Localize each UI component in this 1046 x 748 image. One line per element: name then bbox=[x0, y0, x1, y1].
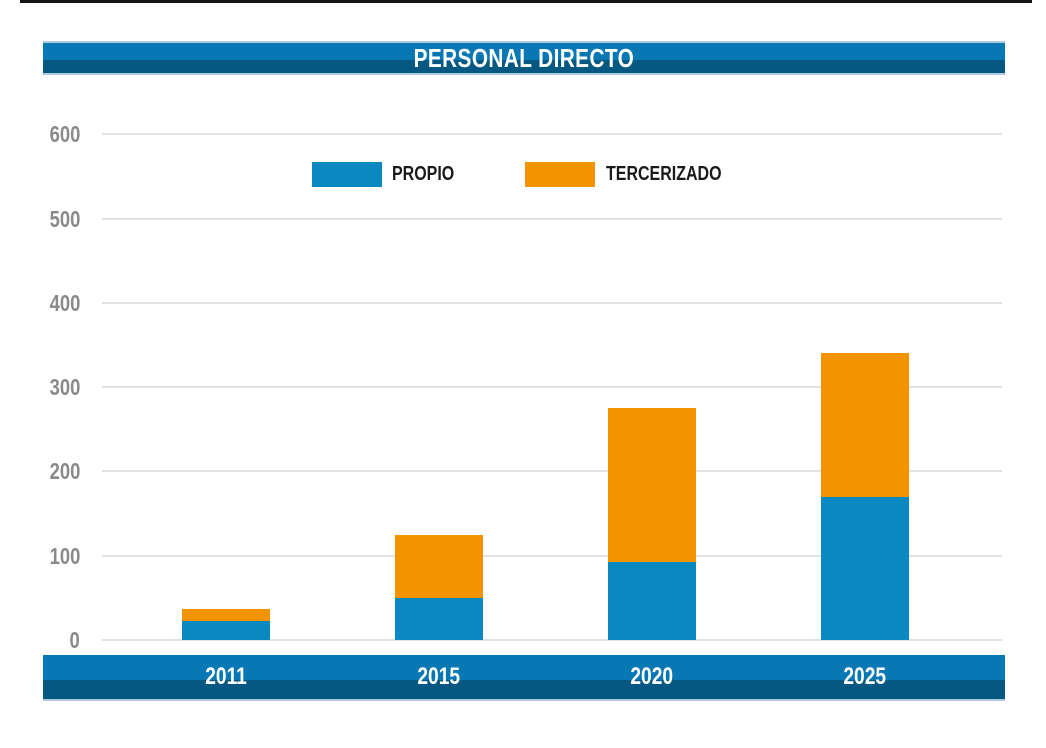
x-tick-text: 2015 bbox=[417, 663, 461, 690]
x-tick-label-2015: 2015 bbox=[379, 655, 499, 699]
gridline-300 bbox=[102, 386, 1002, 389]
bar-2025-tercerizado bbox=[821, 353, 909, 497]
banner-bottom-edge bbox=[43, 73, 1005, 75]
x-band-light bbox=[43, 655, 1005, 680]
y-tick-text: 300 bbox=[49, 374, 80, 401]
y-tick-label-100: 100 bbox=[20, 542, 80, 570]
gridline-200 bbox=[102, 470, 1002, 473]
x-axis-band: 2011 2015 2020 2025 bbox=[43, 655, 1005, 702]
y-tick-label-300: 300 bbox=[20, 373, 80, 401]
y-tick-text: 500 bbox=[49, 205, 80, 232]
y-tick-text: 400 bbox=[49, 289, 80, 316]
bar-2011-tercerizado bbox=[182, 608, 270, 622]
gridline-100 bbox=[102, 554, 1002, 557]
bar-2020-propio bbox=[608, 562, 696, 640]
y-tick-text: 0 bbox=[69, 627, 80, 653]
gridline-400 bbox=[102, 301, 1002, 304]
legend-text: TERCERIZADO bbox=[606, 163, 722, 185]
legend-swatch-tercerizado bbox=[525, 162, 595, 187]
bar-2011-propio bbox=[182, 621, 270, 640]
y-tick-label-500: 500 bbox=[20, 205, 80, 233]
x-tick-label-2011: 2011 bbox=[166, 655, 286, 699]
x-tick-text: 2020 bbox=[630, 663, 674, 690]
y-tick-text: 600 bbox=[49, 121, 80, 148]
chart-title-wrap: PERSONAL DIRECTO bbox=[43, 41, 1005, 76]
gridline-600 bbox=[102, 133, 1002, 136]
y-tick-label-400: 400 bbox=[20, 289, 80, 317]
y-tick-label-200: 200 bbox=[20, 457, 80, 485]
bar-2015-propio bbox=[395, 597, 483, 640]
gridline-0 bbox=[102, 639, 1002, 641]
gridline-500 bbox=[102, 217, 1002, 220]
banner-dark-band bbox=[43, 60, 1005, 73]
bar-2015-tercerizado bbox=[395, 534, 483, 598]
x-tick-label-2020: 2020 bbox=[592, 655, 712, 699]
x-band-bottom-edge bbox=[43, 699, 1005, 701]
top-border-rule bbox=[20, 0, 1032, 3]
bar-2025-propio bbox=[821, 496, 909, 640]
bar-2020-tercerizado bbox=[608, 408, 696, 563]
legend-text: PROPIO bbox=[392, 163, 455, 185]
legend-label-propio: PROPIO bbox=[392, 162, 470, 187]
banner-top-edge bbox=[43, 41, 1005, 43]
chart-title-banner: PERSONAL DIRECTO bbox=[43, 41, 1005, 76]
x-band-dark bbox=[43, 680, 1005, 699]
legend-label-tercerizado: TERCERIZADO bbox=[606, 162, 750, 187]
x-tick-label-2025: 2025 bbox=[805, 655, 925, 699]
x-tick-text: 2011 bbox=[205, 663, 247, 690]
y-tick-label-0: 0 bbox=[20, 626, 80, 654]
y-tick-text: 200 bbox=[49, 458, 80, 485]
chart-title: PERSONAL DIRECTO bbox=[413, 43, 635, 73]
y-tick-text: 100 bbox=[49, 542, 80, 569]
y-tick-label-600: 600 bbox=[20, 120, 80, 148]
x-tick-text: 2025 bbox=[843, 663, 887, 690]
legend-swatch-propio bbox=[312, 162, 382, 187]
banner-light-band bbox=[43, 43, 1005, 60]
